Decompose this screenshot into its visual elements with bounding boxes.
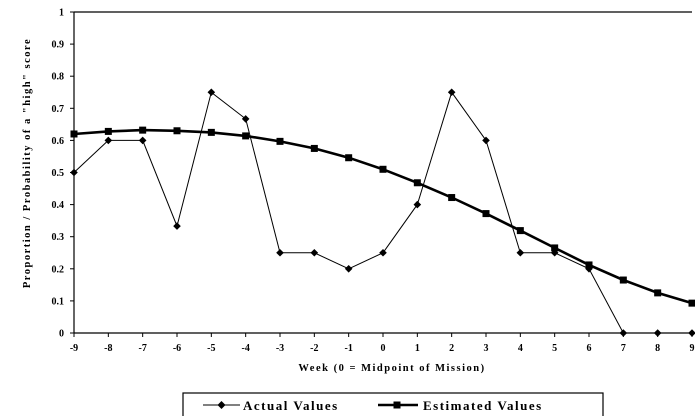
legend-label-estimated: Estimated Values xyxy=(423,398,543,413)
point-actual xyxy=(310,248,319,257)
x-tick-label: 5 xyxy=(552,343,557,354)
point-estimated xyxy=(585,261,593,269)
point-actual xyxy=(653,329,662,337)
series-line-actual xyxy=(73,91,692,334)
point-actual xyxy=(516,248,525,257)
x-tick-label: 4 xyxy=(518,343,523,354)
point-estimated xyxy=(104,127,112,135)
x-tick-label: -7 xyxy=(138,343,146,354)
point-actual xyxy=(241,115,250,123)
point-actual xyxy=(379,248,387,257)
point-estimated xyxy=(379,165,387,173)
point-actual xyxy=(585,265,593,273)
y-axis-label: Proportion / Probability of a "high" sco… xyxy=(22,38,33,288)
x-tick-label: 2 xyxy=(449,343,454,354)
point-actual xyxy=(104,136,113,145)
point-actual xyxy=(70,168,78,177)
point-estimated xyxy=(310,144,318,152)
y-tick-label: 0.5 xyxy=(52,168,65,179)
point-actual xyxy=(413,200,422,209)
point-estimated xyxy=(482,210,490,218)
chart-series xyxy=(70,88,695,337)
x-tick-label: 3 xyxy=(484,343,489,354)
legend: Actual Values Estimated Values xyxy=(182,392,604,416)
point-estimated xyxy=(276,137,284,145)
x-tick-label: 1 xyxy=(415,343,420,354)
x-tick-label: -4 xyxy=(241,343,249,354)
y-tick-label: 0.2 xyxy=(52,264,65,275)
point-actual xyxy=(688,329,695,337)
point-estimated xyxy=(688,299,695,307)
point-estimated xyxy=(413,179,421,187)
x-tick-label: -3 xyxy=(276,343,284,354)
x-tick-label: -1 xyxy=(344,343,352,354)
x-tick-label: 0 xyxy=(381,343,386,354)
x-ticks: -9 -8 -7 -6 -5 -4 -3 -2 -1 0 1 2 3 4 5 6 7 8 9 xyxy=(70,333,695,354)
legend-marker-square xyxy=(393,401,401,409)
x-tick-label: 7 xyxy=(621,343,626,354)
x-axis-label: Week (0 = Midpoint of Mission) xyxy=(298,363,485,374)
point-actual xyxy=(447,88,456,97)
point-estimated xyxy=(207,128,215,136)
x-tick-label: -6 xyxy=(173,343,181,354)
x-tick-label: -9 xyxy=(70,343,78,354)
x-tick-label: -2 xyxy=(310,343,318,354)
point-actual xyxy=(276,248,284,257)
point-actual xyxy=(173,222,181,230)
point-estimated xyxy=(551,244,559,252)
y-tick-label: 0.7 xyxy=(52,104,65,115)
point-estimated xyxy=(345,154,353,162)
point-estimated xyxy=(654,289,662,297)
point-estimated xyxy=(448,194,456,202)
y-ticks: 0 0.1 0.2 0.3 0.4 0.5 0.6 0.7 0.8 0.9 1 xyxy=(52,8,74,340)
y-tick-label: 0.3 xyxy=(52,232,65,243)
x-tick-label: -5 xyxy=(207,343,215,354)
y-tick-label: 1 xyxy=(59,8,64,19)
point-estimated xyxy=(619,276,627,284)
point-estimated xyxy=(173,127,181,135)
series-line-estimated xyxy=(73,128,693,305)
x-tick-label: 8 xyxy=(655,343,660,354)
y-tick-label: 0 xyxy=(59,329,64,340)
y-tick-label: 0.9 xyxy=(52,40,65,51)
point-actual xyxy=(207,88,216,97)
legend-marker-diamond xyxy=(217,401,226,409)
point-estimated xyxy=(242,132,250,140)
point-actual xyxy=(344,265,353,273)
x-tick-label: -8 xyxy=(104,343,112,354)
y-tick-label: 0.1 xyxy=(52,296,65,307)
y-tick-label: 0.6 xyxy=(52,136,65,147)
point-estimated xyxy=(516,227,524,235)
point-actual xyxy=(138,136,147,145)
point-estimated xyxy=(139,126,147,134)
x-tick-label: 9 xyxy=(690,343,695,354)
point-actual xyxy=(619,329,628,337)
x-tick-label: 6 xyxy=(587,343,592,354)
y-tick-label: 0.8 xyxy=(52,72,65,83)
point-estimated xyxy=(70,130,78,138)
y-tick-label: 0.4 xyxy=(52,200,65,211)
point-actual xyxy=(482,136,490,145)
legend-label-actual: Actual Values xyxy=(243,398,339,413)
